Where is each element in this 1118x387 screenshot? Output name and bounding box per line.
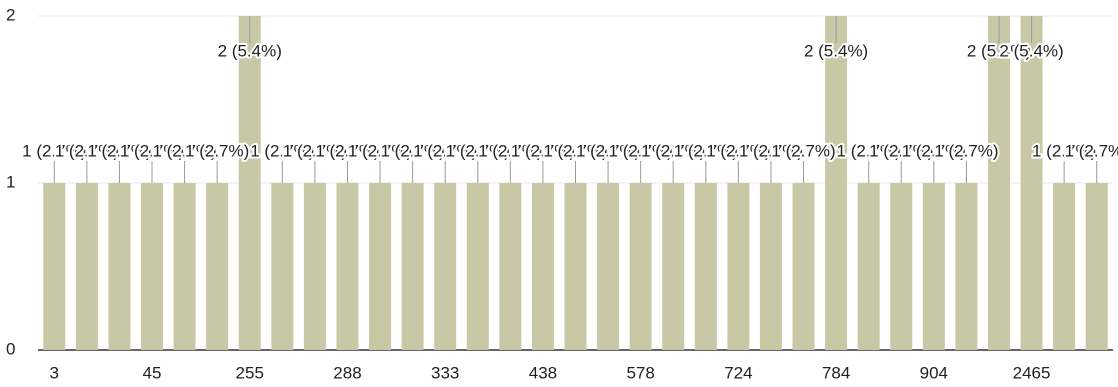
- value-label: 1 (2.7%): [1032, 141, 1096, 160]
- value-label: 1 (2.7%): [641, 141, 705, 160]
- value-label: 2 (5.4%): [967, 41, 1031, 60]
- value-label: 1 (2.7%): [55, 141, 119, 160]
- bar: [303, 183, 326, 350]
- bar: [759, 183, 782, 350]
- bar: [206, 183, 229, 350]
- bar: [1053, 183, 1076, 350]
- value-label: 1 (2.7%): [348, 141, 412, 160]
- bar: [434, 183, 457, 350]
- bar: [173, 183, 196, 350]
- bar: [238, 16, 261, 350]
- value-label: 1 (2.7%): [511, 141, 575, 160]
- bar: [857, 183, 880, 350]
- bar: [564, 183, 587, 350]
- x-tick-label: 904: [920, 363, 948, 382]
- x-tick-label: 3: [50, 363, 59, 382]
- bar: [336, 183, 359, 350]
- value-labels: 1 (2.7%)1 (2.7%)1 (2.7%)1 (2.7%)1 (2.7%)…: [20, 16, 1118, 183]
- value-label: 1 (2.7%): [1065, 141, 1118, 160]
- bar: [271, 183, 294, 350]
- value-label: 1 (2.7%): [250, 141, 314, 160]
- value-label: 1 (2.7%): [87, 141, 151, 160]
- value-label: 1 (2.7%): [706, 141, 770, 160]
- y-tick-label: 0: [6, 339, 15, 358]
- x-tick-label: 784: [822, 363, 850, 382]
- bar: [825, 16, 848, 350]
- value-label: 1 (2.7%): [576, 141, 640, 160]
- value-label: 1 (2.7%): [837, 141, 901, 160]
- bar: [43, 183, 66, 350]
- bar: [597, 183, 620, 350]
- bar: [987, 16, 1010, 350]
- bar: [694, 183, 717, 350]
- bar: [955, 183, 978, 350]
- value-label: 1 (2.7%): [934, 141, 998, 160]
- bar: [792, 183, 815, 350]
- bar: [1020, 16, 1043, 350]
- bar: [401, 183, 424, 350]
- value-label: 2 (5.4%): [999, 41, 1063, 60]
- value-label: 1 (2.7%): [739, 141, 803, 160]
- x-tick-label: 288: [333, 363, 361, 382]
- y-tick-label: 2: [6, 5, 15, 24]
- bar: [75, 183, 98, 350]
- x-tick-label: 333: [431, 363, 459, 382]
- bar: [369, 183, 392, 350]
- bars: [43, 16, 1108, 350]
- bar: [466, 183, 489, 350]
- value-label: 1 (2.7%): [446, 141, 510, 160]
- bar: [141, 183, 164, 350]
- bar: [922, 183, 945, 350]
- x-tick-label: 724: [724, 363, 752, 382]
- value-label: 1 (2.7%): [380, 141, 444, 160]
- value-label: 1 (2.7%): [120, 141, 184, 160]
- bar: [108, 183, 131, 350]
- bar: [629, 183, 652, 350]
- value-label: 1 (2.7%): [902, 141, 966, 160]
- value-label: 1 (2.7%): [674, 141, 738, 160]
- x-tick-label: 255: [236, 363, 264, 382]
- value-label: 1 (2.7%): [185, 141, 249, 160]
- value-label: 1 (2.7%): [609, 141, 673, 160]
- value-label: 1 (2.7%): [152, 141, 216, 160]
- value-label: 1 (2.7%): [771, 141, 835, 160]
- value-label: 2 (5.4%): [218, 41, 282, 60]
- bar: [499, 183, 522, 350]
- bar: [727, 183, 750, 350]
- value-label: 1 (2.7%): [413, 141, 477, 160]
- x-tick-label: 45: [143, 363, 162, 382]
- bar: [890, 183, 913, 350]
- x-tick-label: 578: [626, 363, 654, 382]
- value-label: 1 (2.7%): [315, 141, 379, 160]
- value-label: 1 (2.7%): [543, 141, 607, 160]
- value-label: 1 (2.7%): [22, 141, 86, 160]
- x-tick-label: 438: [529, 363, 557, 382]
- value-label: 1 (2.7%): [869, 141, 933, 160]
- value-label: 2 (5.4%): [804, 41, 868, 60]
- x-tick-label: 2465: [1013, 363, 1051, 382]
- bar: [1085, 183, 1108, 350]
- value-label: 1 (2.7%): [478, 141, 542, 160]
- bar: [531, 183, 554, 350]
- y-tick-label: 1: [6, 172, 15, 191]
- value-label: 1 (2.7%): [283, 141, 347, 160]
- bar: [662, 183, 685, 350]
